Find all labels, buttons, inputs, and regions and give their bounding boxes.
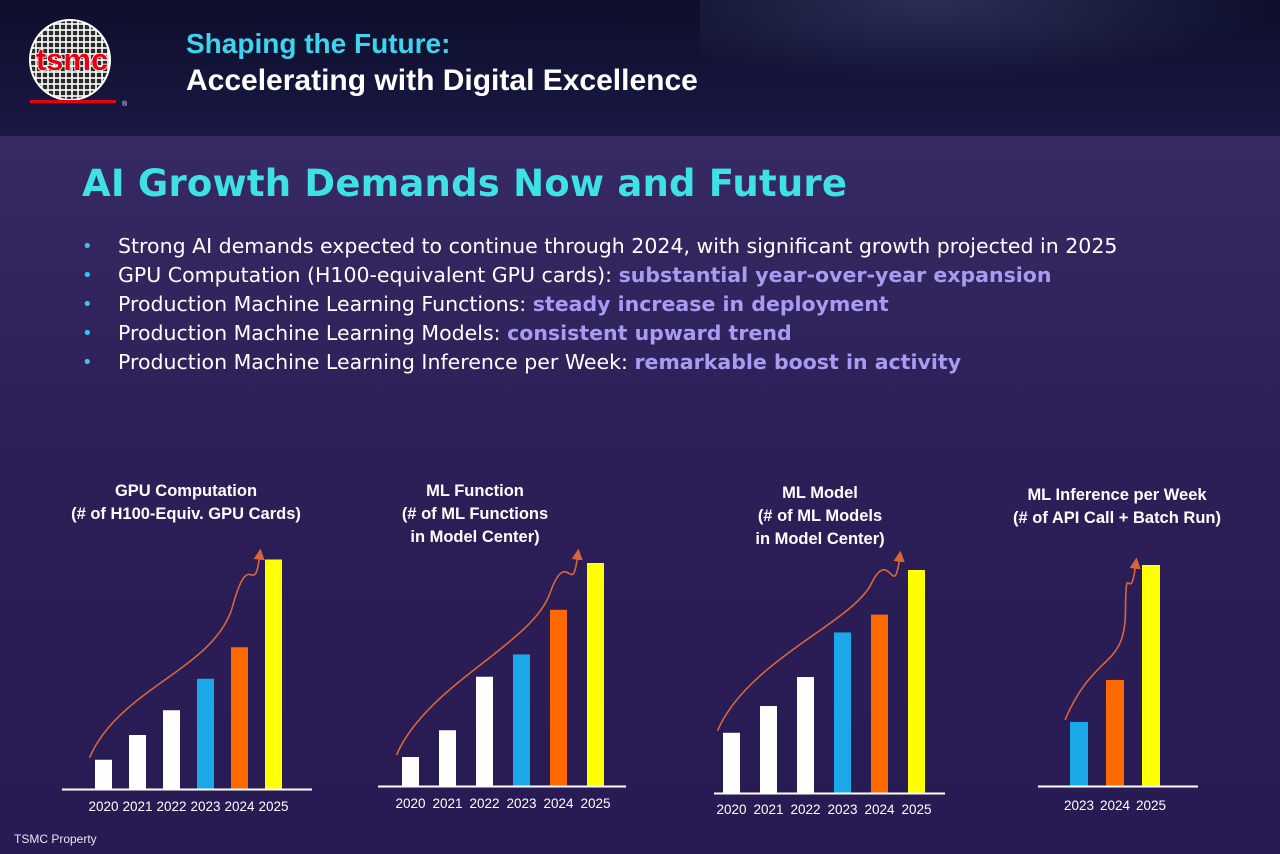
x-tick-label: 2025	[258, 799, 288, 814]
x-tick-label: 2024	[1100, 798, 1131, 813]
bar-2020	[402, 757, 419, 786]
bar-2025	[908, 570, 925, 793]
logo-wordmark: tsmc	[36, 42, 108, 77]
bar-2023	[1070, 721, 1088, 786]
x-tick-label: 2025	[1136, 798, 1166, 813]
bullet-text: Strong AI demands expected to continue t…	[118, 234, 1118, 258]
bullet-item: • Production Machine Learning Models: con…	[78, 319, 1117, 348]
chart-title-line: (# of ML Functions	[402, 505, 548, 523]
bar-2023	[513, 654, 530, 786]
x-tick-label: 2023	[1064, 798, 1094, 813]
bar-2023	[197, 678, 214, 789]
bar-2024	[550, 609, 567, 786]
bullet-dot: •	[82, 236, 93, 257]
bar-2025	[1142, 565, 1160, 786]
chart-title-line: ML Model	[782, 484, 858, 502]
bullet-item: • Production Machine Learning Functions: …	[78, 290, 1117, 319]
chart-title-line: (# of ML Models	[758, 507, 882, 525]
chart-title-line: in Model Center)	[410, 528, 539, 546]
bullet-dot: •	[82, 352, 93, 373]
bullet-list: • Strong AI demands expected to continue …	[78, 232, 1117, 377]
tsmc-logo: tsmc ®	[29, 19, 128, 108]
x-tick-label: 2023	[190, 799, 220, 814]
bullet-text: Production Machine Learning Models:	[118, 321, 508, 345]
bullet-dot: •	[82, 323, 93, 344]
bullet-item: • GPU Computation (H100-equivalent GPU ca…	[78, 261, 1117, 290]
bar-2024	[231, 647, 248, 789]
bar-2022	[476, 676, 493, 786]
bar-2022	[163, 710, 180, 789]
bar-2023	[834, 632, 851, 793]
slide-title: AI Growth Demands Now and Future	[82, 162, 848, 205]
x-tick-label: 2025	[580, 796, 610, 811]
chart-title-line: ML Function	[426, 482, 524, 500]
bullet-text: Production Machine Learning Functions:	[118, 292, 533, 316]
header-subtitle: Shaping the Future:	[186, 28, 451, 59]
bar-2021	[439, 730, 456, 786]
bar-2024	[871, 614, 888, 793]
chart-title-line: GPU Computation	[115, 482, 257, 500]
x-tick-label: 2021	[122, 799, 152, 814]
bullet-emphasis: steady increase in deployment	[532, 292, 889, 316]
bullet-emphasis: substantial year-over-year expansion	[618, 263, 1052, 287]
bullet-text: Production Machine Learning Inference pe…	[118, 350, 635, 374]
x-tick-label: 2020	[395, 796, 425, 811]
bar-2025	[265, 559, 282, 789]
trend-arrow	[1064, 557, 1141, 721]
x-tick-label: 2023	[506, 796, 536, 811]
trend-arrow	[88, 548, 265, 759]
x-tick-label: 2024	[224, 799, 255, 814]
x-tick-label: 2020	[716, 802, 746, 817]
header-glow	[700, 0, 1280, 80]
x-tick-label: 2021	[432, 796, 462, 811]
chart-title-line: (# of H100-Equiv. GPU Cards)	[71, 505, 301, 523]
chart-title-line: (# of API Call + Batch Run)	[1013, 509, 1221, 527]
bullet-dot: •	[82, 294, 93, 315]
bullet-emphasis: remarkable boost in activity	[634, 350, 962, 374]
x-tick-label: 2023	[827, 802, 857, 817]
header-title: Accelerating with Digital Excellence	[186, 64, 698, 97]
bullet-emphasis: consistent upward trend	[507, 321, 792, 345]
bar-2022	[797, 677, 814, 793]
registered-mark: ®	[122, 100, 128, 108]
bullet-item: • Production Machine Learning Inference p…	[78, 348, 1117, 377]
x-tick-label: 2024	[543, 796, 574, 811]
footer-label: TSMC Property	[14, 832, 97, 846]
bar-2021	[129, 735, 146, 789]
x-tick-label: 2020	[88, 799, 118, 814]
bar-2025	[587, 563, 604, 786]
bar-2024	[1106, 679, 1124, 786]
x-tick-label: 2021	[753, 802, 783, 817]
x-tick-label: 2022	[790, 802, 820, 817]
trend-arrow	[716, 550, 905, 732]
x-tick-label: 2022	[469, 796, 499, 811]
bar-2020	[723, 732, 740, 793]
chart-title-line: in Model Center)	[755, 530, 884, 548]
header-band	[0, 0, 1280, 136]
bar-2020	[95, 759, 112, 789]
x-tick-label: 2025	[901, 802, 931, 817]
bar-2021	[760, 706, 777, 793]
bullet-text: GPU Computation (H100-equivalent GPU car…	[118, 263, 619, 287]
bullet-dot: •	[82, 265, 93, 286]
x-tick-label: 2022	[156, 799, 186, 814]
bullet-item: • Strong AI demands expected to continue …	[78, 232, 1117, 261]
x-tick-label: 2024	[864, 802, 895, 817]
chart-title-line: ML Inference per Week	[1027, 486, 1207, 504]
trend-arrow	[395, 548, 583, 756]
